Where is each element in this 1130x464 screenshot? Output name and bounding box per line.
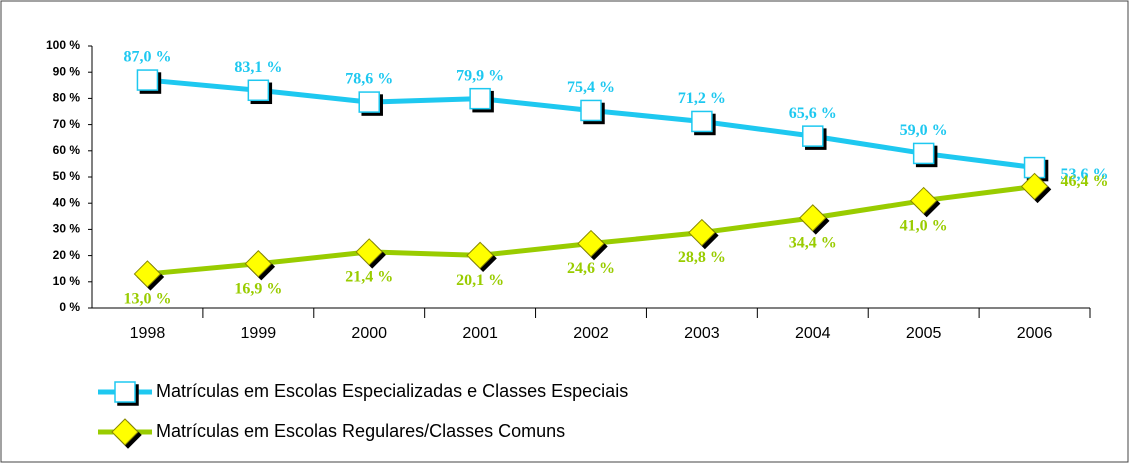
point: [799, 204, 830, 235]
value-label: 78,6 %: [345, 71, 393, 88]
point: [1020, 172, 1052, 204]
point-shape: [133, 260, 162, 288]
x-tick-label: 2004: [795, 325, 831, 342]
x-tick-label: 2001: [462, 325, 498, 342]
point: [691, 110, 716, 136]
y-tick-label: 40 %: [53, 195, 81, 209]
point-shape: [799, 204, 827, 232]
point-shape: [469, 87, 491, 110]
point-shape: [688, 218, 716, 247]
value-label: 20,1 %: [456, 272, 504, 289]
point-shape: [247, 79, 270, 102]
y-tick-label: 80 %: [53, 91, 81, 105]
point: [247, 79, 273, 105]
point-shape: [912, 142, 935, 165]
point-shape: [355, 238, 383, 266]
legend-marker: [114, 381, 139, 406]
point: [133, 260, 165, 291]
value-label: 83,1 %: [234, 59, 282, 76]
y-tick-label: 50 %: [53, 169, 81, 183]
value-label: 13,0 %: [123, 291, 171, 308]
point-shape: [466, 241, 494, 270]
x-tick-label: 1998: [130, 325, 166, 342]
value-label: 28,8 %: [678, 249, 726, 266]
x-tick-label: 2003: [684, 325, 720, 342]
y-tick-label: 10 %: [53, 274, 81, 288]
value-label: 21,4 %: [345, 269, 393, 286]
legend-label: Matrículas em Escolas Regulares/Classes …: [156, 421, 565, 441]
y-tick-label: 100 %: [46, 38, 80, 52]
x-tick-label: 2000: [351, 325, 387, 342]
point: [688, 218, 719, 250]
y-tick-label: 90 %: [53, 64, 81, 78]
legend-marker-shape: [111, 418, 139, 446]
value-label: 65,6 %: [789, 105, 837, 122]
point: [580, 99, 605, 125]
legend-label: Matrículas em Escolas Especializadas e C…: [156, 381, 628, 401]
point: [912, 142, 938, 168]
value-label: 59,0 %: [900, 122, 948, 139]
point-shape: [1020, 172, 1049, 201]
y-tick-label: 70 %: [53, 117, 81, 131]
value-label: 16,9 %: [234, 280, 282, 297]
y-tick-label: 20 %: [53, 248, 81, 262]
point: [136, 69, 162, 94]
y-tick-label: 30 %: [53, 222, 81, 236]
point-shape: [358, 91, 380, 113]
point: [469, 87, 494, 113]
point: [355, 238, 386, 269]
value-label: 24,6 %: [567, 260, 615, 277]
point: [909, 186, 941, 218]
point: [577, 229, 608, 261]
y-tick-label: 60 %: [53, 143, 81, 157]
point: [244, 250, 276, 281]
value-label: 75,4 %: [567, 79, 615, 96]
point-shape: [244, 250, 273, 278]
point: [466, 241, 497, 273]
point-shape: [580, 99, 602, 122]
value-label: 53,6 %: [1061, 166, 1109, 183]
value-label: 87,0 %: [123, 49, 171, 66]
point-shape: [802, 125, 824, 147]
y-tick-label: 0 %: [59, 300, 80, 314]
point: [358, 91, 383, 116]
x-tick-label: 2006: [1017, 325, 1053, 342]
legend-marker: [111, 418, 142, 449]
point-shape: [577, 229, 605, 258]
value-label: 41,0 %: [900, 217, 948, 234]
point-shape: [691, 110, 713, 133]
legend-marker-shape: [114, 381, 136, 403]
x-tick-label: 2005: [906, 325, 942, 342]
x-tick-label: 2002: [573, 325, 609, 342]
x-tick-label: 1999: [241, 325, 277, 342]
value-label: 46,4 %: [1061, 173, 1109, 190]
value-label: 34,4 %: [789, 235, 837, 252]
value-label: 71,2 %: [678, 90, 726, 107]
value-label: 79,9 %: [456, 67, 504, 84]
point-shape: [909, 186, 938, 215]
point: [802, 125, 827, 150]
point-shape: [136, 69, 159, 91]
